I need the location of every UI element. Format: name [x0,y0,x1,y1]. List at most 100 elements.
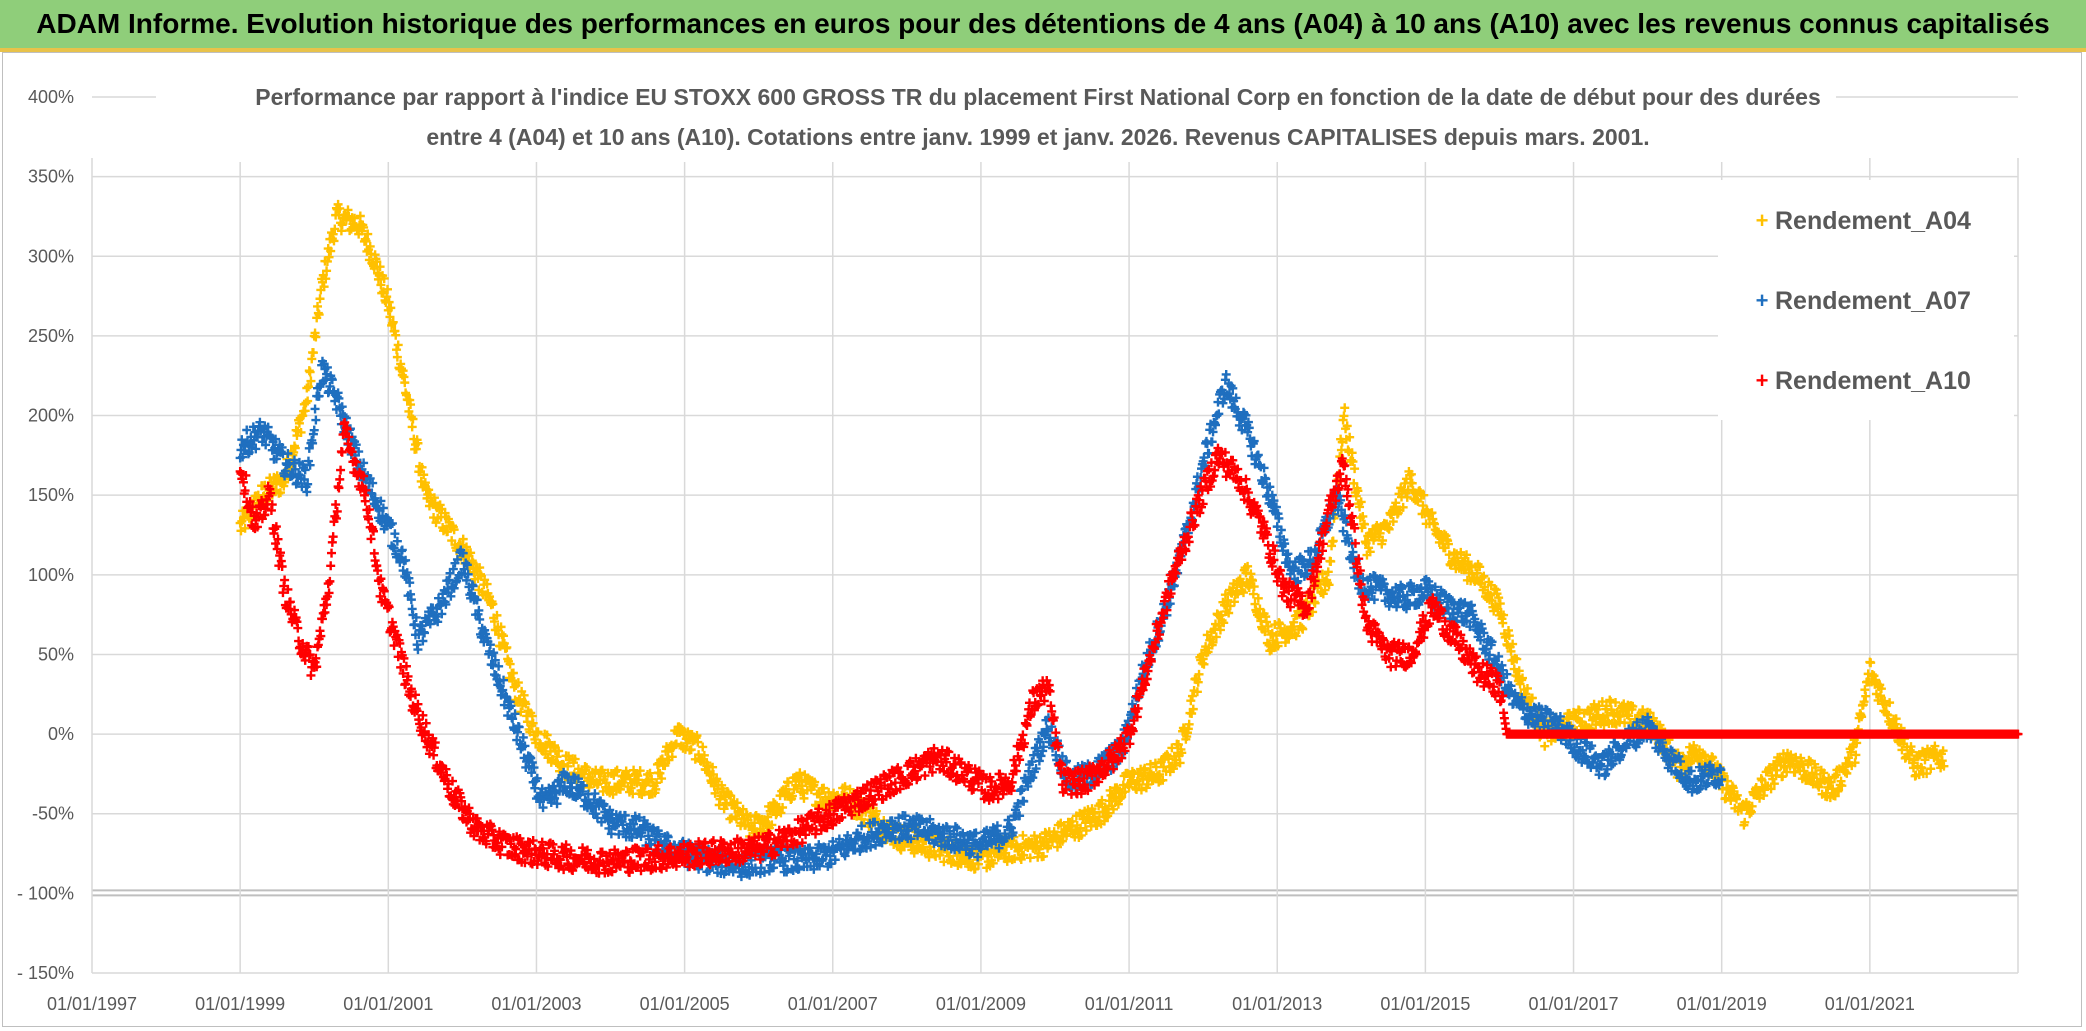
point-a04 [1187,708,1197,718]
point-a04 [321,274,331,284]
point-a04 [392,352,402,362]
x-tick-label: 01/01/2003 [491,994,581,1014]
point-a04 [612,765,622,775]
point-a04 [508,676,518,686]
x-tick-label: 01/01/2015 [1380,994,1470,1014]
point-a04 [302,383,312,393]
point-a04 [329,236,339,246]
point-a10 [657,864,667,874]
point-a04 [505,659,515,669]
point-a04 [443,527,453,537]
point-a04 [305,367,315,377]
point-a04 [324,252,334,262]
point-a04 [408,414,418,424]
point-a04 [909,848,919,858]
point-a04 [799,793,809,803]
point-a04 [787,791,797,801]
x-tick-label: 01/01/2007 [788,994,878,1014]
point-a04 [404,406,414,416]
point-a04 [513,678,523,688]
point-a04 [319,282,329,292]
point-a04 [810,777,820,787]
point-a07 [1221,369,1231,379]
point-a04 [732,798,742,808]
point-a04 [369,264,379,274]
data-points [235,199,2023,882]
point-a04 [712,774,722,784]
point-a04 [988,858,998,868]
x-tick-label: 01/01/2009 [936,994,1026,1014]
y-axis-tick-labels: 400%350%300%250%200%150%100%50%0%-50%- 1… [17,87,74,983]
x-tick-label: 01/01/1997 [47,994,137,1014]
point-a04 [935,850,945,860]
point-a07 [310,404,320,414]
point-a04 [554,746,564,756]
point-a04 [235,518,245,528]
point-a04 [407,422,417,432]
point-a04 [533,727,543,737]
point-a04 [667,752,677,762]
point-a10 [1018,730,1028,740]
point-a04 [375,262,385,272]
point-a04 [424,485,434,495]
point-a04 [361,236,371,246]
point-a07 [413,645,423,655]
x-tick-label: 01/01/2019 [1677,994,1767,1014]
point-a04 [301,398,311,408]
point-a04 [315,294,325,304]
point-a04 [657,774,667,784]
x-tick-label: 01/01/2005 [640,994,730,1014]
point-a10 [331,500,341,510]
point-a04 [970,864,980,874]
point-a04 [634,775,644,785]
point-a04 [322,266,332,276]
point-a04 [778,803,788,813]
point-a04 [388,317,398,327]
point-a04 [528,718,538,728]
point-a10 [280,575,290,585]
point-a04 [303,396,313,406]
point-a04 [326,246,336,256]
point-a04 [417,462,427,472]
point-a04 [738,804,748,814]
point-a10 [327,548,337,558]
point-a04 [610,767,620,777]
report-banner: ADAM Informe. Evolution historique des p… [0,0,2086,52]
point-a04 [1019,850,1029,860]
point-a04 [393,340,403,350]
x-tick-label: 01/01/2017 [1528,994,1618,1014]
point-a04 [492,610,502,620]
point-a04 [462,542,471,552]
point-a04 [303,382,313,392]
x-tick-label: 01/01/2013 [1232,994,1322,1014]
point-a04 [570,754,580,764]
point-a04 [1861,691,1871,701]
point-a04 [406,400,416,410]
point-a04 [1340,403,1350,413]
point-a04 [306,376,316,386]
point-a04 [376,280,386,290]
x-tick-label: 01/01/2001 [343,994,433,1014]
point-a04 [240,523,250,533]
point-a07 [590,789,600,799]
point-a04 [509,682,519,692]
point-a04 [314,310,324,320]
point-a04 [795,768,805,778]
x-axis-tick-labels: 01/01/1997 01/01/1999 01/01/2001 01/01/2003… [47,994,1915,1014]
gridlines [91,96,2019,974]
y-tick-label: 300% [28,246,74,266]
point-a04 [308,348,318,358]
point-a04 [497,629,507,639]
point-a07 [311,415,321,425]
point-a04 [597,765,607,775]
point-a04 [350,213,360,223]
point-a04 [322,256,332,266]
point-a10 [360,496,370,506]
point-a04 [359,222,369,232]
point-a10 [293,623,303,633]
point-a04 [384,297,394,307]
point-a04 [819,783,829,793]
y-tick-label: 400% [28,87,74,107]
point-a04 [763,812,773,822]
